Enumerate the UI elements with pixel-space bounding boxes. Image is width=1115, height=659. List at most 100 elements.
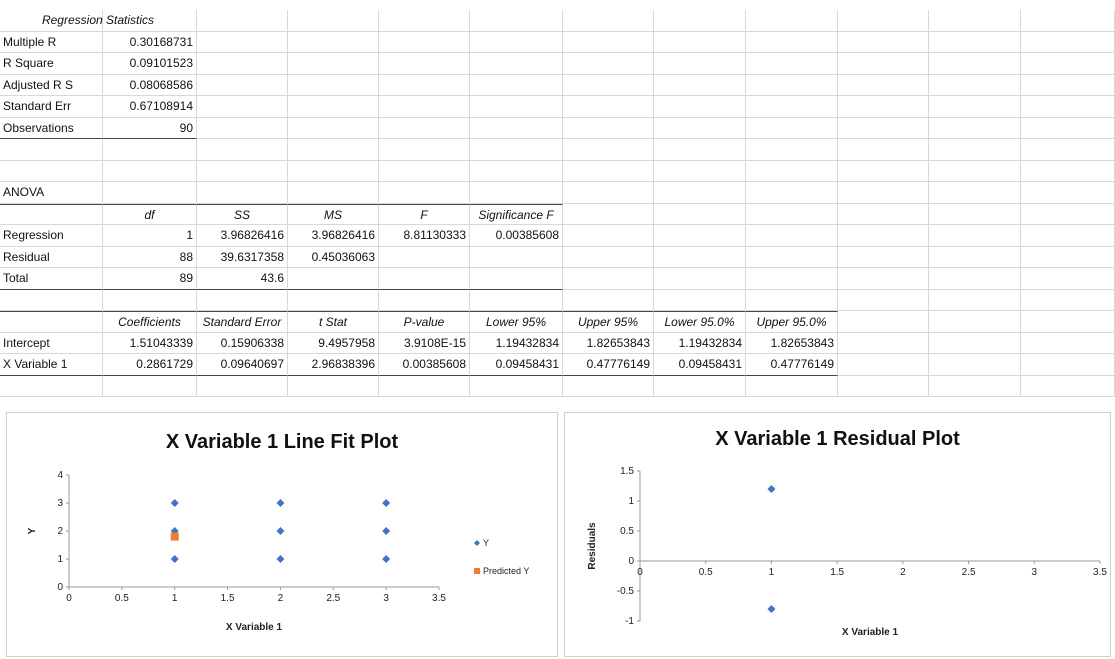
anova-cell[interactable]: Total	[0, 268, 103, 290]
sheet-cell[interactable]	[563, 139, 654, 161]
regression-stat-label[interactable]: Adjusted R S	[0, 74, 103, 96]
sheet-cell[interactable]	[746, 160, 838, 182]
coefficients-cell[interactable]: 0.15906338	[197, 332, 288, 354]
sheet-cell[interactable]	[379, 182, 470, 204]
sheet-cell[interactable]	[379, 117, 470, 139]
sheet-cell[interactable]	[1021, 117, 1115, 139]
sheet-cell[interactable]	[1021, 96, 1115, 118]
sheet-cell[interactable]	[1021, 354, 1115, 376]
sheet-cell[interactable]	[470, 375, 563, 397]
sheet-cell[interactable]	[288, 160, 379, 182]
sheet-cell[interactable]	[0, 289, 103, 311]
sheet-cell[interactable]	[746, 246, 838, 268]
coefficients-cell[interactable]: 0.2861729	[103, 354, 197, 376]
sheet-cell[interactable]	[563, 375, 654, 397]
sheet-cell[interactable]	[929, 375, 1021, 397]
sheet-cell[interactable]	[288, 289, 379, 311]
sheet-cell[interactable]	[929, 332, 1021, 354]
sheet-cell[interactable]	[288, 117, 379, 139]
regression-stat-label[interactable]: Observations	[0, 117, 103, 139]
regression-stat-label[interactable]: Multiple R	[0, 31, 103, 53]
coefficients-cell[interactable]: 1.19432834	[654, 332, 746, 354]
sheet-cell[interactable]	[838, 160, 929, 182]
sheet-cell[interactable]	[197, 74, 288, 96]
sheet-cell[interactable]	[654, 246, 746, 268]
sheet-cell[interactable]	[379, 139, 470, 161]
sheet-cell[interactable]	[563, 203, 654, 225]
sheet-cell[interactable]	[1021, 332, 1115, 354]
sheet-cell[interactable]	[288, 139, 379, 161]
sheet-cell[interactable]	[746, 31, 838, 53]
sheet-cell[interactable]	[654, 375, 746, 397]
sheet-cell[interactable]	[929, 117, 1021, 139]
sheet-cell[interactable]	[470, 74, 563, 96]
sheet-cell[interactable]	[838, 53, 929, 75]
sheet-cell[interactable]	[563, 31, 654, 53]
sheet-cell[interactable]	[746, 74, 838, 96]
sheet-cell[interactable]	[838, 182, 929, 204]
sheet-cell[interactable]	[746, 96, 838, 118]
sheet-cell[interactable]	[0, 139, 103, 161]
sheet-cell[interactable]	[288, 74, 379, 96]
coefficients-cell[interactable]: 3.9108E-15	[379, 332, 470, 354]
sheet-cell[interactable]	[746, 53, 838, 75]
sheet-cell[interactable]	[379, 289, 470, 311]
anova-cell[interactable]	[379, 268, 470, 290]
sheet-cell[interactable]	[563, 117, 654, 139]
sheet-cell[interactable]	[929, 289, 1021, 311]
line-fit-plot-chart[interactable]: X Variable 1 Line Fit Plot 0 0.5 1 1.5 2 2.5 3…	[6, 412, 558, 657]
sheet-cell[interactable]	[929, 246, 1021, 268]
sheet-cell[interactable]	[1021, 53, 1115, 75]
coefficients-cell[interactable]: 1.82653843	[563, 332, 654, 354]
sheet-cell[interactable]	[654, 96, 746, 118]
sheet-cell[interactable]	[379, 10, 470, 32]
coefficients-cell[interactable]: 0.47776149	[563, 354, 654, 376]
sheet-cell[interactable]	[288, 375, 379, 397]
anova-cell[interactable]: Regression	[0, 225, 103, 247]
sheet-cell[interactable]	[929, 160, 1021, 182]
sheet-cell[interactable]	[1021, 10, 1115, 32]
coefficients-header-cell[interactable]: Standard Error	[197, 311, 288, 333]
sheet-cell[interactable]	[197, 117, 288, 139]
sheet-cell[interactable]	[929, 10, 1021, 32]
sheet-cell[interactable]	[379, 160, 470, 182]
sheet-cell[interactable]	[197, 53, 288, 75]
sheet-cell[interactable]	[103, 289, 197, 311]
sheet-cell[interactable]	[288, 182, 379, 204]
sheet-cell[interactable]	[563, 246, 654, 268]
anova-cell[interactable]: 89	[103, 268, 197, 290]
sheet-cell[interactable]	[838, 246, 929, 268]
sheet-cell[interactable]	[470, 160, 563, 182]
anova-cell[interactable]: 0.45036063	[288, 246, 379, 268]
anova-cell[interactable]: 88	[103, 246, 197, 268]
coefficients-header-cell[interactable]: Upper 95.0%	[746, 311, 838, 333]
anova-cell[interactable]: 0.00385608	[470, 225, 563, 247]
sheet-cell[interactable]	[746, 117, 838, 139]
sheet-cell[interactable]	[654, 289, 746, 311]
sheet-cell[interactable]	[838, 225, 929, 247]
sheet-cell[interactable]	[929, 225, 1021, 247]
sheet-cell[interactable]	[1021, 289, 1115, 311]
regression-stat-label[interactable]: Standard Err	[0, 96, 103, 118]
sheet-cell[interactable]	[929, 96, 1021, 118]
sheet-cell[interactable]	[746, 139, 838, 161]
sheet-cell[interactable]	[470, 117, 563, 139]
sheet-cell[interactable]	[929, 311, 1021, 333]
sheet-cell[interactable]	[470, 53, 563, 75]
sheet-cell[interactable]	[0, 375, 103, 397]
anova-header-cell[interactable]: Significance F	[470, 203, 563, 225]
sheet-cell[interactable]	[197, 289, 288, 311]
sheet-cell[interactable]	[1021, 74, 1115, 96]
sheet-cell[interactable]	[1021, 311, 1115, 333]
sheet-cell[interactable]	[563, 74, 654, 96]
sheet-cell[interactable]	[654, 53, 746, 75]
sheet-cell[interactable]	[379, 53, 470, 75]
coefficients-header-cell[interactable]: Coefficients	[103, 311, 197, 333]
sheet-cell[interactable]	[379, 96, 470, 118]
sheet-cell[interactable]	[654, 74, 746, 96]
sheet-cell[interactable]	[470, 289, 563, 311]
sheet-cell[interactable]	[563, 268, 654, 290]
sheet-cell[interactable]	[929, 31, 1021, 53]
sheet-cell[interactable]	[838, 10, 929, 32]
sheet-cell[interactable]	[563, 289, 654, 311]
